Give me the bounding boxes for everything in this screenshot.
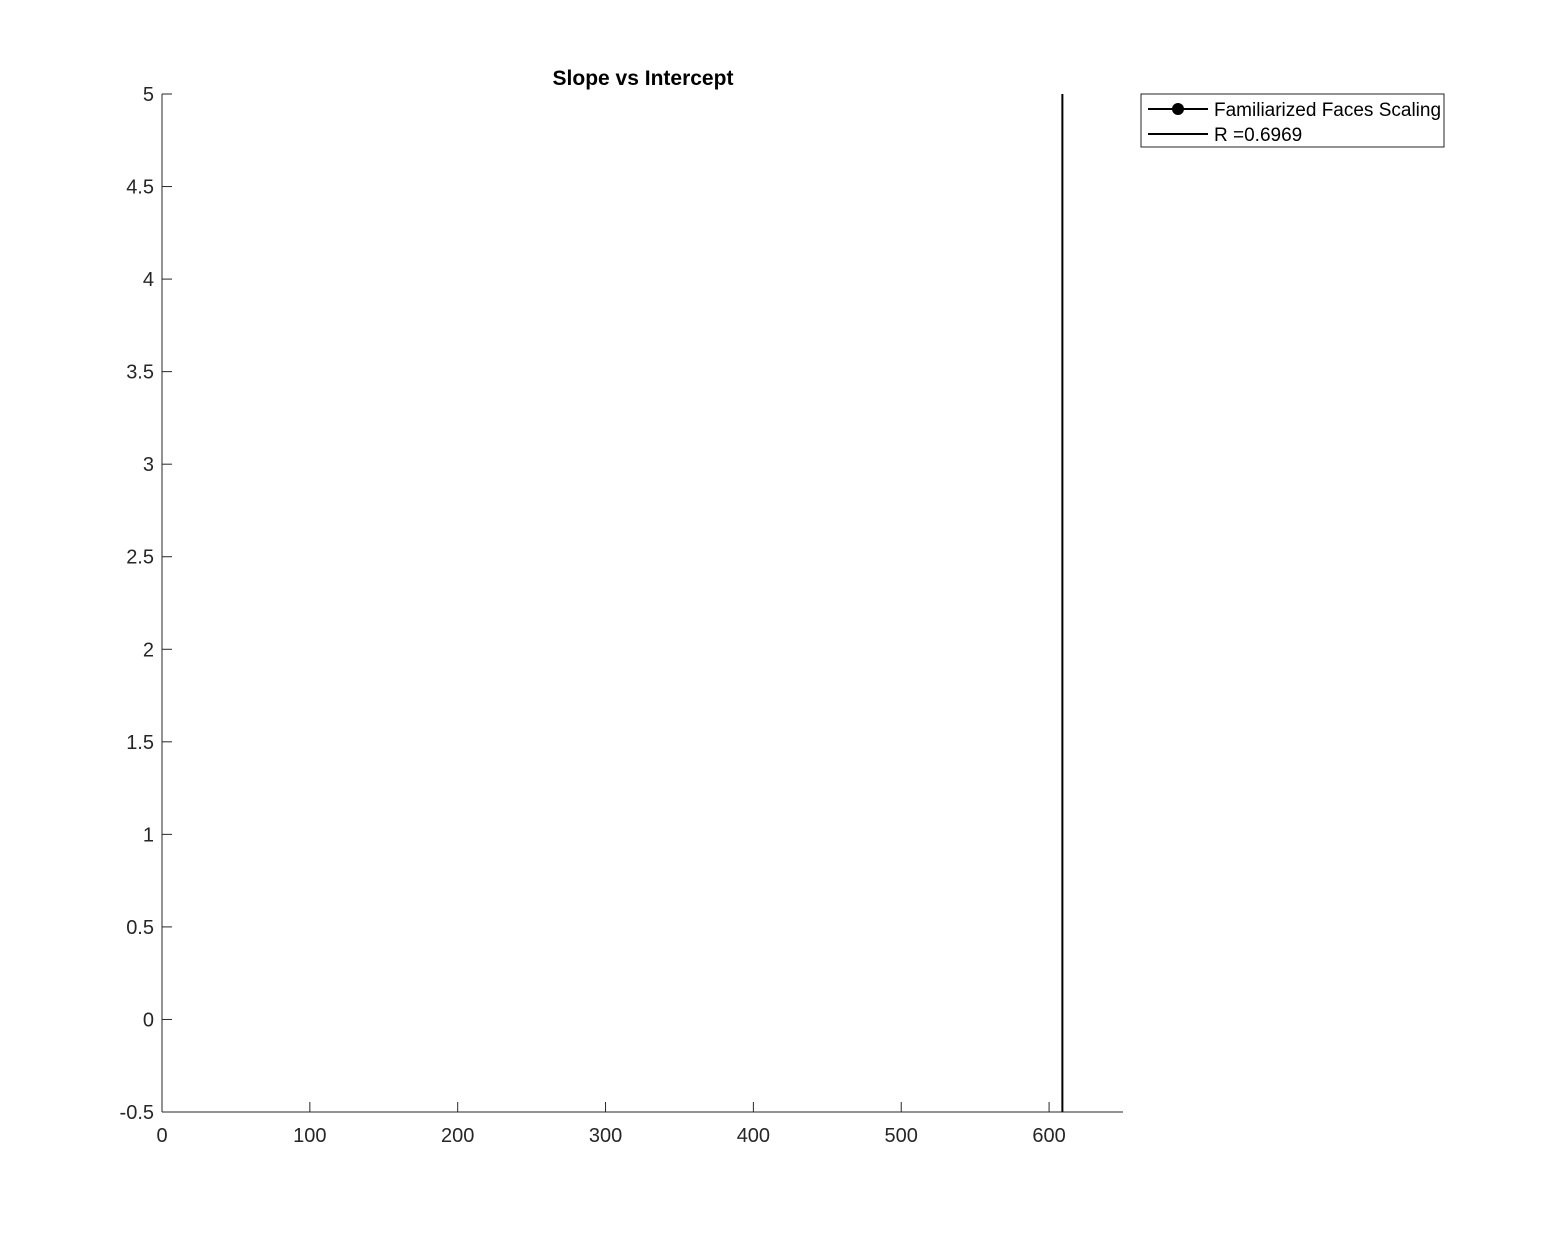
- x-tick-label: 600: [1032, 1125, 1065, 1147]
- y-tick-label: 0.5: [126, 917, 154, 939]
- y-tick-label: 4.5: [126, 177, 154, 199]
- y-tick-label: -0.5: [120, 1102, 154, 1124]
- legend-label: R =0.6969: [1214, 125, 1302, 146]
- x-tick-label: 200: [441, 1125, 474, 1147]
- y-tick-label: 5: [143, 84, 154, 106]
- y-tick-label: 1: [143, 824, 154, 846]
- x-tick-label: 100: [293, 1125, 326, 1147]
- x-tick-label: 300: [589, 1125, 622, 1147]
- y-tick-label: 2.5: [126, 547, 154, 569]
- legend: Familiarized Faces Scaling R =0.6969: [1140, 93, 1445, 148]
- y-tick-label: 4: [143, 269, 154, 291]
- legend-label: Familiarized Faces Scaling: [1214, 100, 1441, 121]
- y-tick-label: 1.5: [126, 732, 154, 754]
- axes: 0 100 200 300 400 500 600-0.500.511.522.533.54…: [120, 84, 1123, 1147]
- y-tick-label: 2: [143, 639, 154, 661]
- legend-marker-sample: [1172, 103, 1184, 115]
- x-tick-label: 400: [737, 1125, 770, 1147]
- chart-title: Slope vs Intercept: [553, 67, 734, 90]
- y-tick-label: 0: [143, 1009, 154, 1031]
- legend-box: [1140, 93, 1445, 148]
- x-tick-label: 500: [885, 1125, 918, 1147]
- y-tick-label: 3: [143, 454, 154, 476]
- y-tick-label: 3.5: [126, 362, 154, 384]
- x-tick-label: 0: [156, 1125, 167, 1147]
